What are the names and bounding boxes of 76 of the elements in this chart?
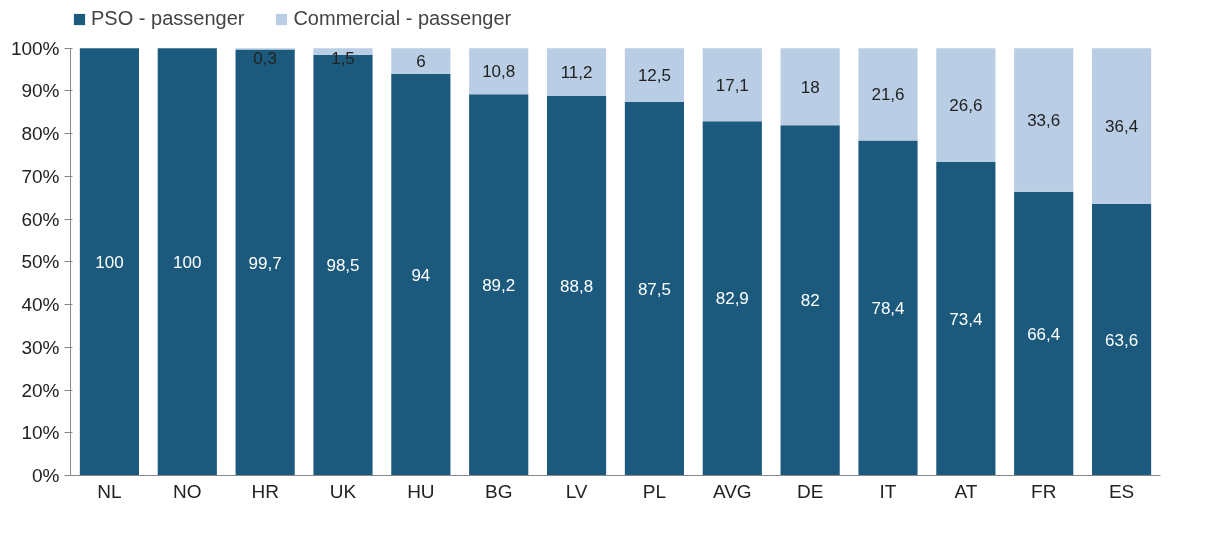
data-label: 94 <box>411 265 431 285</box>
bar <box>1014 191 1074 476</box>
data-label: 82,9 <box>715 289 749 309</box>
x-tick-label: IT <box>879 480 897 502</box>
data-label: 99,7 <box>248 253 282 273</box>
data-label: 10,8 <box>482 62 516 82</box>
data-label: 11,2 <box>560 63 593 83</box>
x-tick-label: ES <box>1108 480 1135 502</box>
bar <box>1091 48 1152 204</box>
bar <box>624 101 685 476</box>
x-tick-label: UK <box>329 480 357 502</box>
x-tick-label: NL <box>97 480 122 502</box>
legend-label: PSO - passenger <box>91 7 245 30</box>
bar <box>546 96 607 476</box>
y-tick-label: 50% <box>21 251 60 273</box>
bar <box>624 48 685 102</box>
bar <box>469 94 529 476</box>
y-tick-label: 100% <box>10 37 60 59</box>
data-label: 88,8 <box>560 276 594 296</box>
data-label: 26,6 <box>949 96 983 116</box>
y-tick-label: 20% <box>21 379 60 401</box>
bar <box>235 49 295 476</box>
data-label: 100 <box>173 252 202 272</box>
x-tick-label: HR <box>251 480 279 502</box>
data-label: 87,5 <box>637 279 671 299</box>
bar <box>391 48 451 74</box>
bar <box>313 54 373 476</box>
bar <box>858 140 918 476</box>
y-tick-label: 30% <box>21 336 60 358</box>
data-label: 18 <box>800 77 820 97</box>
legend-label: Commercial - passenger <box>293 7 512 30</box>
data-label: 6 <box>416 52 426 72</box>
data-label: 78,4 <box>871 299 905 319</box>
bar <box>157 48 217 476</box>
bar <box>702 48 762 122</box>
x-tick-label: DE <box>796 480 824 502</box>
data-label: 36,4 <box>1105 116 1139 136</box>
bar <box>79 48 140 476</box>
y-tick-label: 0% <box>32 465 60 486</box>
data-label: 17,1 <box>715 75 749 95</box>
bar <box>546 48 607 97</box>
y-tick-label: 40% <box>21 294 60 316</box>
x-tick-label: FR <box>1031 480 1057 502</box>
y-tick-label: 80% <box>21 123 60 145</box>
x-tick-label: PL <box>642 480 667 502</box>
bar <box>780 125 840 476</box>
data-label: 89,2 <box>482 275 516 295</box>
data-label: 33,6 <box>1027 111 1061 131</box>
y-tick-label: 10% <box>21 422 60 444</box>
x-tick-label: NO <box>173 480 202 502</box>
data-label: 66,4 <box>1027 324 1061 344</box>
y-tick-label: 70% <box>21 165 60 187</box>
x-tick-label: HU <box>407 480 435 502</box>
data-label: 0,3 <box>253 48 277 68</box>
bar <box>469 48 529 95</box>
data-label: 21,6 <box>871 85 905 105</box>
bar <box>1014 48 1074 192</box>
x-tick-label: AVG <box>712 480 752 502</box>
data-label: 100 <box>95 252 124 272</box>
bar <box>780 48 840 126</box>
bar <box>1091 203 1152 476</box>
x-tick-label: LV <box>565 480 588 502</box>
bar <box>936 48 996 162</box>
bar <box>936 161 996 476</box>
bar <box>858 48 918 141</box>
x-tick-label: AT <box>954 480 978 502</box>
data-label: 73,4 <box>949 309 983 329</box>
x-tick-label: BG <box>484 480 513 502</box>
y-tick-label: 60% <box>21 208 60 230</box>
y-tick-label: 90% <box>21 80 60 102</box>
bar <box>702 121 762 476</box>
data-label: 63,6 <box>1105 330 1139 350</box>
data-label: 12,5 <box>637 65 671 85</box>
data-label: 98,5 <box>326 256 360 276</box>
bar <box>391 73 451 476</box>
data-label: 82 <box>800 291 820 311</box>
